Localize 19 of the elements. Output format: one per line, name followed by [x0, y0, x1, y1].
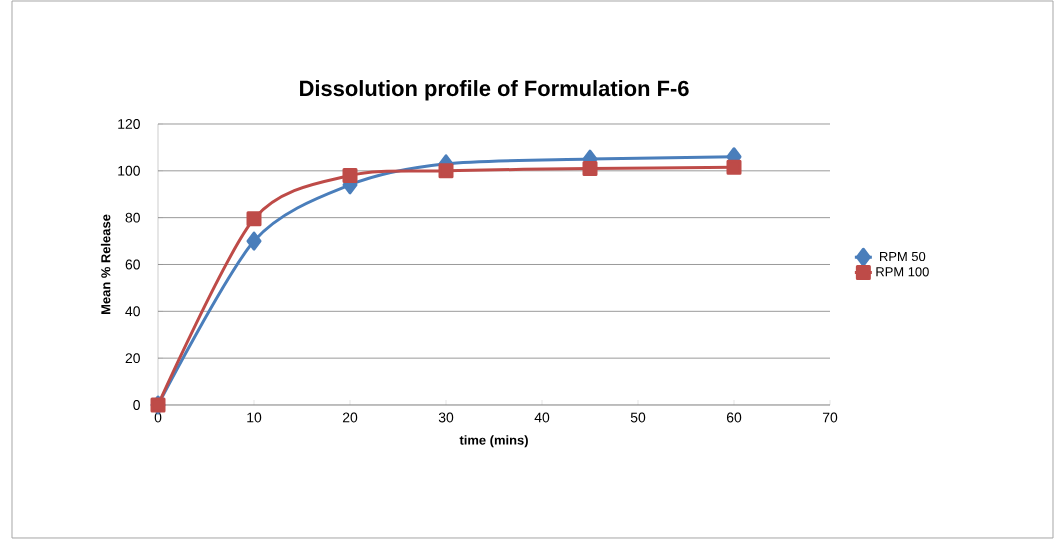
x-axis-title: time (mins) [459, 435, 528, 448]
y-tick-label: 100 [118, 165, 140, 176]
y-tick-label: 0 [133, 400, 140, 410]
x-tick-label: 40 [534, 412, 550, 423]
x-tick-label: 20 [342, 412, 358, 423]
legend-label: RPM 50 [880, 251, 926, 262]
y-tick-label: 120 [118, 119, 140, 129]
x-tick-label: 10 [247, 412, 262, 423]
x-tick-label: 30 [438, 412, 454, 423]
x-tick-label: 50 [630, 412, 646, 423]
y-tick-label: 80 [125, 212, 140, 223]
chart-title: Dissolution profile of Formulation F-6 [300, 80, 689, 101]
y-tick-label: 60 [125, 259, 140, 270]
y-axis-title: Mean % Release [100, 214, 111, 315]
y-tick-label: 40 [125, 306, 140, 317]
y-tick-label: 20 [125, 353, 140, 364]
x-tick-label: 70 [822, 412, 838, 423]
legend-label: RPM 100 [876, 267, 929, 277]
x-tick-label: 60 [726, 412, 742, 423]
